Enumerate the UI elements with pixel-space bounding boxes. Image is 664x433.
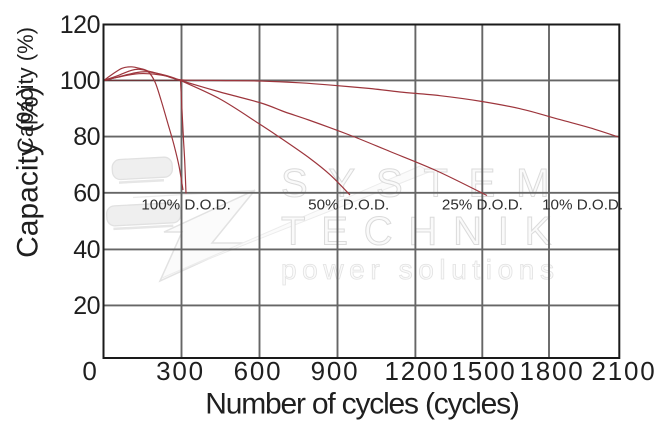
svg-text:2100: 2100	[591, 356, 656, 386]
svg-text:TECHNIK: TECHNIK	[281, 210, 567, 254]
svg-text:900: 900	[311, 356, 360, 386]
svg-text:300: 300	[156, 356, 205, 386]
svg-text:100: 100	[60, 67, 100, 95]
svg-text:Capacity (%): Capacity (%)	[13, 27, 38, 153]
svg-text:60: 60	[73, 179, 100, 207]
svg-text:1800: 1800	[519, 356, 584, 386]
svg-text:50% D.O.D.: 50% D.O.D.	[308, 196, 389, 213]
svg-text:600: 600	[234, 356, 283, 386]
svg-text:1200: 1200	[384, 356, 449, 386]
svg-text:20: 20	[73, 292, 100, 320]
svg-text:10% D.O.D.: 10% D.O.D.	[542, 196, 623, 213]
svg-text:power solutions: power solutions	[281, 254, 560, 285]
svg-text:Number of cycles (cycles): Number of cycles (cycles)	[205, 388, 519, 421]
svg-text:0: 0	[82, 356, 98, 386]
svg-text:25% D.O.D.: 25% D.O.D.	[442, 196, 523, 213]
svg-text:80: 80	[73, 123, 100, 151]
svg-text:100% D.O.D.: 100% D.O.D.	[141, 196, 230, 213]
svg-text:40: 40	[73, 236, 100, 264]
svg-text:120: 120	[60, 11, 100, 39]
svg-text:Capacity (%): Capacity (%)	[12, 86, 45, 258]
svg-text:1500: 1500	[451, 356, 516, 386]
